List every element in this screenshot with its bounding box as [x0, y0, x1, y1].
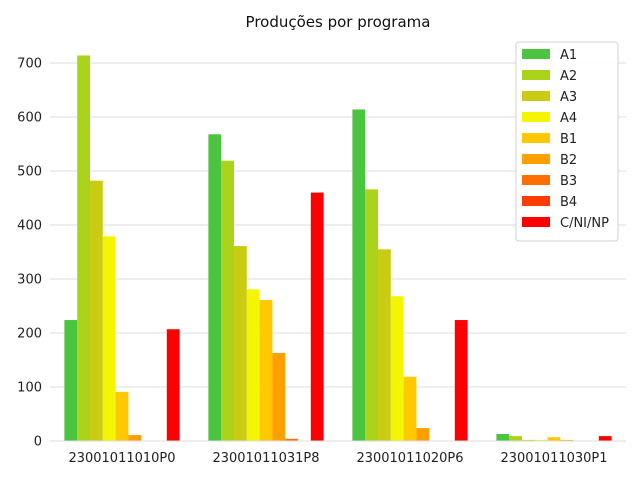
y-tick-label: 500	[17, 165, 42, 180]
bar-a3-1	[90, 180, 103, 441]
bar-a4-2	[246, 289, 260, 441]
bar-a3-3	[378, 249, 391, 441]
bar-c-ni-np-1	[166, 329, 180, 441]
bar-a4-3	[390, 296, 404, 441]
bar-b1-2	[259, 300, 273, 441]
legend-swatch	[522, 154, 550, 164]
legend-label: A4	[560, 111, 577, 126]
legend-swatch	[522, 175, 550, 185]
legend-swatch	[522, 196, 550, 206]
legend-label: B3	[560, 174, 577, 189]
legend-swatch	[522, 217, 550, 227]
legend-label: C/NI/NP	[560, 216, 609, 231]
legend-swatch	[522, 133, 550, 143]
bar-b2-2	[272, 352, 286, 441]
bar-b2-3	[416, 428, 430, 441]
bar-a3-2	[234, 246, 247, 441]
bar-c-ni-np-2	[310, 192, 324, 441]
chart-title: Produções por programa	[246, 13, 431, 31]
legend-swatch	[522, 49, 550, 59]
axes: 0 100 200 300 400 500 600 700 23001011010P0 23001…	[17, 57, 626, 466]
bar-c-ni-np-3	[454, 320, 468, 441]
bar-b2-1	[128, 435, 142, 441]
bar-b2-4	[560, 439, 574, 441]
legend-swatch	[522, 70, 550, 80]
legend-label: B1	[560, 132, 577, 147]
bar-a1-4	[496, 433, 510, 441]
legend-label: A3	[560, 90, 577, 105]
bar-b1-1	[115, 391, 129, 441]
y-tick-label: 600	[17, 111, 42, 126]
legend-swatch	[522, 112, 550, 122]
x-tick-label: 23001011010P0	[68, 451, 175, 466]
bar-a2-4	[509, 436, 522, 441]
bars	[64, 55, 612, 442]
x-tick-label: 23001011031P8	[212, 451, 319, 466]
y-tick-label: 700	[17, 57, 42, 72]
bar-a1-3	[352, 109, 366, 441]
bar-a1-2	[208, 134, 222, 441]
bar-a2-1	[77, 55, 90, 441]
legend-label: A2	[560, 69, 577, 84]
y-tick-label: 400	[17, 219, 42, 234]
bar-c-ni-np-4	[598, 436, 612, 441]
y-tick-label: 300	[17, 273, 42, 288]
bar-a2-2	[221, 160, 234, 442]
grid	[50, 62, 626, 442]
legend-label: B2	[560, 153, 577, 168]
y-tick-label: 100	[17, 381, 42, 396]
bar-a4-1	[102, 236, 116, 441]
legend-label: B4	[560, 195, 577, 210]
x-tick-label: 23001011030P1	[500, 451, 607, 466]
bar-b1-3	[403, 376, 417, 441]
bar-a2-3	[365, 189, 378, 441]
bar-a1-1	[64, 320, 78, 441]
bar-b3-2	[285, 438, 298, 441]
y-tick-label: 0	[34, 435, 42, 450]
bar-a3-4	[522, 439, 535, 441]
bar-b1-4	[547, 437, 561, 441]
legend-label: A1	[560, 48, 577, 63]
legend-swatch	[522, 91, 550, 101]
bar-a4-4	[534, 439, 548, 441]
y-tick-label: 200	[17, 327, 42, 342]
x-tick-label: 23001011020P6	[356, 451, 463, 466]
legend: A1 A2 A3 A4 B1 B2 B3 B4 C/NI/NP	[515, 41, 619, 242]
